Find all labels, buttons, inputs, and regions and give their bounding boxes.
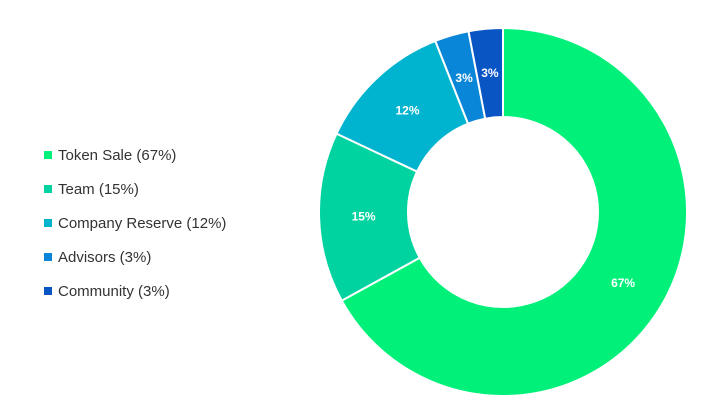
data-label-token-sale: 67% xyxy=(611,276,635,290)
donut-slice-token-sale xyxy=(340,26,688,397)
legend-swatch-token-sale xyxy=(44,151,52,159)
data-label-community: 3% xyxy=(481,66,499,80)
legend-label-team: Team (15%) xyxy=(58,180,139,198)
legend-label-token-sale: Token Sale (67%) xyxy=(58,146,177,164)
legend-swatch-community xyxy=(44,287,52,295)
legend-item-community: Community (3%) xyxy=(44,274,226,308)
chart-legend: Token Sale (67%) Team (15%) Company Rese… xyxy=(44,138,226,308)
donut-slice-community xyxy=(467,26,504,120)
legend-label-company-reserve: Company Reserve (12%) xyxy=(58,214,227,232)
legend-item-team: Team (15%) xyxy=(44,172,226,206)
legend-label-advisors: Advisors (3%) xyxy=(58,248,152,266)
legend-swatch-company-reserve xyxy=(44,219,52,227)
donut-data-labels: 67% 15% 12% 3% 3% xyxy=(352,66,636,290)
legend-swatch-team xyxy=(44,185,52,193)
legend-label-community: Community (3%) xyxy=(58,282,170,300)
legend-item-company-reserve: Company Reserve (12%) xyxy=(44,206,226,240)
legend-item-token-sale: Token Sale (67%) xyxy=(44,138,226,172)
legend-item-advisors: Advisors (3%) xyxy=(44,240,226,274)
donut-slices xyxy=(318,26,688,397)
data-label-team: 15% xyxy=(352,209,376,223)
data-label-advisors: 3% xyxy=(455,71,473,85)
legend-swatch-advisors xyxy=(44,253,52,261)
data-label-company-reserve: 12% xyxy=(395,103,419,117)
